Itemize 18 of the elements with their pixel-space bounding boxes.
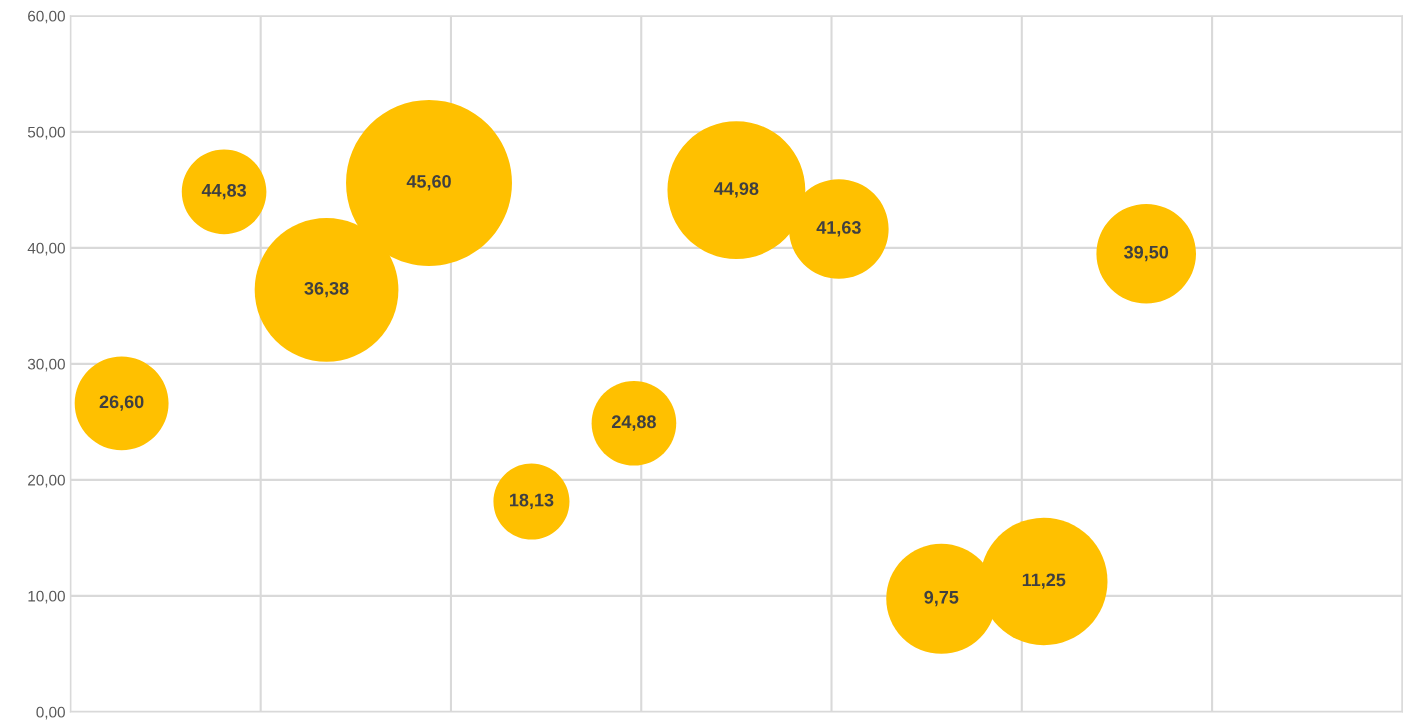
data-label: 36,38 bbox=[304, 281, 349, 298]
data-label: 41,63 bbox=[816, 221, 861, 237]
y-tick-label: 60,00 bbox=[28, 10, 65, 24]
data-label: 44,83 bbox=[201, 183, 247, 200]
y-tick-label: 0,00 bbox=[36, 706, 65, 720]
data-label: 18,13 bbox=[510, 493, 554, 510]
data-label: 39,50 bbox=[1124, 245, 1169, 262]
y-tick-label: 30,00 bbox=[27, 358, 65, 372]
y-tick-label: 50,00 bbox=[27, 126, 65, 140]
data-label: 45,60 bbox=[406, 174, 451, 191]
data-label: 9,75 bbox=[924, 590, 959, 607]
y-tick-label: 10,00 bbox=[28, 590, 65, 604]
data-label: 24,88 bbox=[611, 415, 656, 431]
data-label: 26,60 bbox=[99, 395, 144, 411]
data-label: 11,25 bbox=[1022, 573, 1066, 589]
y-tick-label: 40,00 bbox=[27, 242, 65, 256]
y-tick-label: 20,00 bbox=[28, 474, 65, 488]
data-label: 44,98 bbox=[714, 182, 759, 198]
